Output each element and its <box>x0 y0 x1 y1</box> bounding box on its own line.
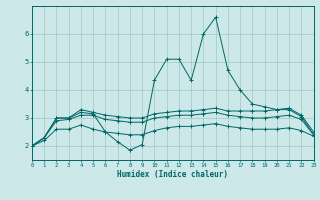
X-axis label: Humidex (Indice chaleur): Humidex (Indice chaleur) <box>117 170 228 179</box>
